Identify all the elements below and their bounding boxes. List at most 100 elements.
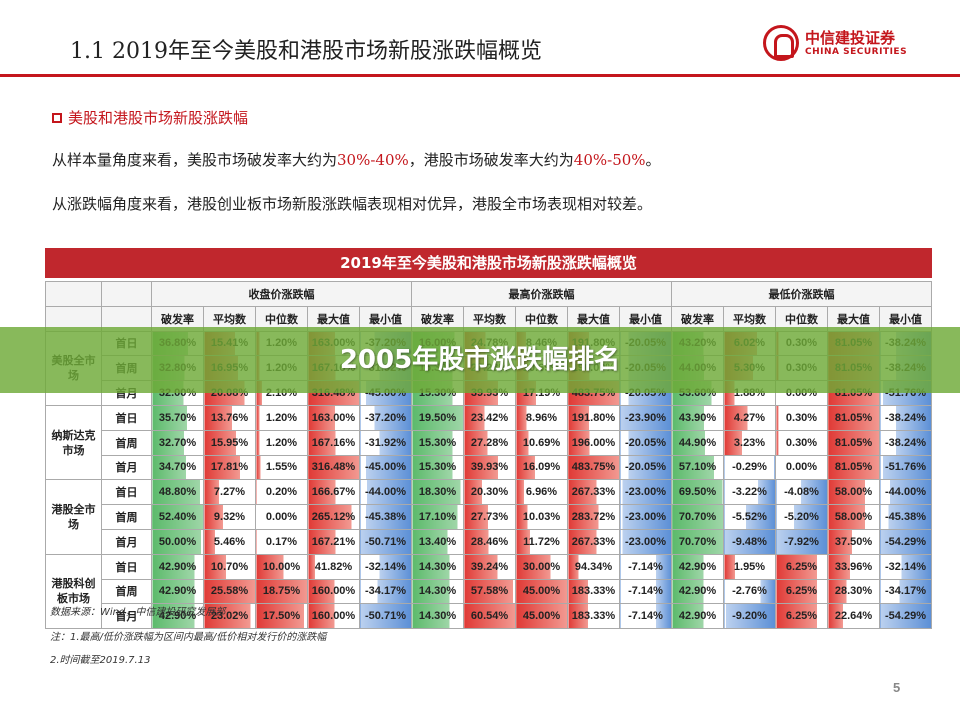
table-cell: 196.00%: [567, 429, 620, 456]
table-cell: -20.05%: [619, 429, 672, 456]
table-cell: -34.17%: [879, 578, 932, 605]
section-title: 美股和港股市场新股涨跌幅: [52, 107, 248, 128]
table-cell: -5.20%: [775, 504, 828, 530]
table-cell: -4.08%: [775, 479, 828, 506]
table-cell: 0.00%: [775, 454, 828, 481]
table-cell: 28.30%: [827, 578, 880, 605]
table-cell: 183.33%: [567, 578, 620, 605]
p1-highlight-hk: 40%-50%: [573, 151, 646, 169]
table-cell: 35.70%: [151, 404, 204, 431]
table-cell: 17.81%: [203, 454, 256, 481]
table-cell: -45.38%: [359, 504, 412, 530]
table-cell: -7.14%: [619, 578, 672, 605]
table-row: 首月 50.00% 5.46% 0.17% 167.21% -50.71% 13.40% 28…: [46, 528, 932, 555]
table-cell: 10.00%: [255, 553, 308, 580]
period-label: 首日: [101, 404, 152, 431]
group-header: 最低价涨跌幅: [671, 281, 932, 307]
table-cell: -23.90%: [619, 404, 672, 431]
overlay-banner: 2005年股市涨跌幅排名: [0, 327, 960, 393]
column-header: 平均数: [463, 305, 516, 332]
group-header: 最高价涨跌幅: [411, 281, 672, 307]
table-row: 纳斯达克市场 首日 35.70% 13.76% 1.20% 163.00% -37.20% 1…: [45, 404, 932, 481]
table-cell: -50.71%: [359, 528, 412, 555]
p1-text-c: ，港股市场破发率大约为: [408, 151, 574, 169]
table-cell: 17.50%: [255, 603, 308, 630]
table-cell: 163.00%: [307, 404, 360, 431]
table-cell: 50.00%: [151, 528, 204, 555]
table-cell: -34.17%: [359, 578, 412, 605]
table-cell: 32.70%: [151, 429, 204, 456]
table-cell: -23.00%: [619, 504, 672, 530]
table-cell: 6.25%: [775, 553, 828, 580]
table-row: 港股科创板市场 首日 42.90% 10.70% 10.00% 41.82% -32.14%…: [45, 553, 932, 630]
table-cell: 0.30%: [775, 429, 828, 456]
table-cell: -31.92%: [359, 429, 412, 456]
table-cell: 7.27%: [203, 479, 256, 506]
table-row: 首月 34.70% 17.81% 1.55% 316.48% -45.00% 15.30% 3…: [46, 454, 932, 481]
table-cell: 41.82%: [307, 553, 360, 580]
paragraph-returns: 从涨跌幅角度来看，港股创业板市场新股涨跌幅表现相对优异，港股全市场表现相对较差。: [52, 195, 653, 213]
table-cell: -23.00%: [619, 479, 672, 506]
table-cell: 9.32%: [203, 504, 256, 530]
table-row: 首周 52.40% 9.32% 0.00% 265.12% -45.38% 17.10% 27…: [46, 504, 932, 530]
header-divider: [0, 74, 960, 77]
table-cell: 30.00%: [515, 553, 568, 580]
table-cell: 4.27%: [723, 404, 776, 431]
table-cell: -9.48%: [723, 528, 776, 555]
table-cell: 14.30%: [411, 553, 464, 580]
table-cell: 18.30%: [411, 479, 464, 506]
table-cell: 44.90%: [671, 429, 724, 456]
logo-icon: [763, 25, 799, 61]
table-cell: 23.42%: [463, 404, 516, 431]
table-cell: 42.90%: [151, 553, 204, 580]
table-cell: 20.30%: [463, 479, 516, 506]
table-cell: 267.33%: [567, 479, 620, 506]
table-cell: 0.00%: [255, 504, 308, 530]
table-cell: 42.90%: [151, 578, 204, 605]
table-cell: -2.76%: [723, 578, 776, 605]
table-cell: 316.48%: [307, 454, 360, 481]
table-cell: 42.90%: [151, 603, 204, 630]
table-cell: 1.20%: [255, 404, 308, 431]
table-cell: 14.30%: [411, 603, 464, 630]
table-cell: 28.46%: [463, 528, 516, 555]
table-cell: 10.70%: [203, 553, 256, 580]
table-cell: 39.24%: [463, 553, 516, 580]
p1-highlight-us: 30%-40%: [337, 151, 409, 169]
table-cell: -45.38%: [879, 504, 932, 530]
logo-name-en: CHINA SECURITIES: [805, 47, 908, 57]
table-cell: -50.71%: [359, 603, 412, 630]
footnote-1: 注：1.最高/低价涨跌幅为区间内最高/低价相对发行价的涨跌幅: [50, 632, 327, 643]
table-group-header: 收盘价涨跌幅 最高价涨跌幅 最低价涨跌幅: [45, 281, 932, 307]
logo-name-cn: 中信建投证券: [805, 29, 896, 47]
column-header: 中位数: [255, 305, 308, 332]
table-cell: 15.95%: [203, 429, 256, 456]
table-cell: 34.70%: [151, 454, 204, 481]
table-cell: 283.72%: [567, 504, 620, 530]
table-cell: 1.95%: [723, 553, 776, 580]
table-cell: -0.29%: [723, 454, 776, 481]
table-cell: 0.30%: [775, 404, 828, 431]
table-cell: -23.00%: [619, 528, 672, 555]
table-cell: 191.80%: [567, 404, 620, 431]
table-cell: -51.76%: [879, 454, 932, 481]
table-cell: 42.90%: [671, 553, 724, 580]
paragraph-sample: 从样本量角度来看，美股市场破发率大约为30%-40%，港股市场破发率大约为40%…: [52, 149, 661, 170]
table-cell: 52.40%: [151, 504, 204, 530]
table-cell: -54.29%: [879, 603, 932, 630]
group-header: 收盘价涨跌幅: [151, 281, 412, 307]
period-label: 首周: [101, 578, 152, 605]
corner-cell: [101, 281, 152, 307]
table-cell: 0.17%: [255, 528, 308, 555]
column-header: 最大值: [827, 305, 880, 332]
table-cell: 70.70%: [671, 528, 724, 555]
table-cell: 5.46%: [203, 528, 256, 555]
table-row: 首周 42.90% 25.58% 18.75% 160.00% -34.17% 14.30%…: [46, 578, 932, 605]
table-cell: 16.09%: [515, 454, 568, 481]
period-label: 首周: [101, 504, 152, 530]
table-cell: 94.34%: [567, 553, 620, 580]
table-cell: 69.50%: [671, 479, 724, 506]
table-cell: 48.80%: [151, 479, 204, 506]
table-cell: 45.00%: [515, 578, 568, 605]
table-cell: 13.40%: [411, 528, 464, 555]
